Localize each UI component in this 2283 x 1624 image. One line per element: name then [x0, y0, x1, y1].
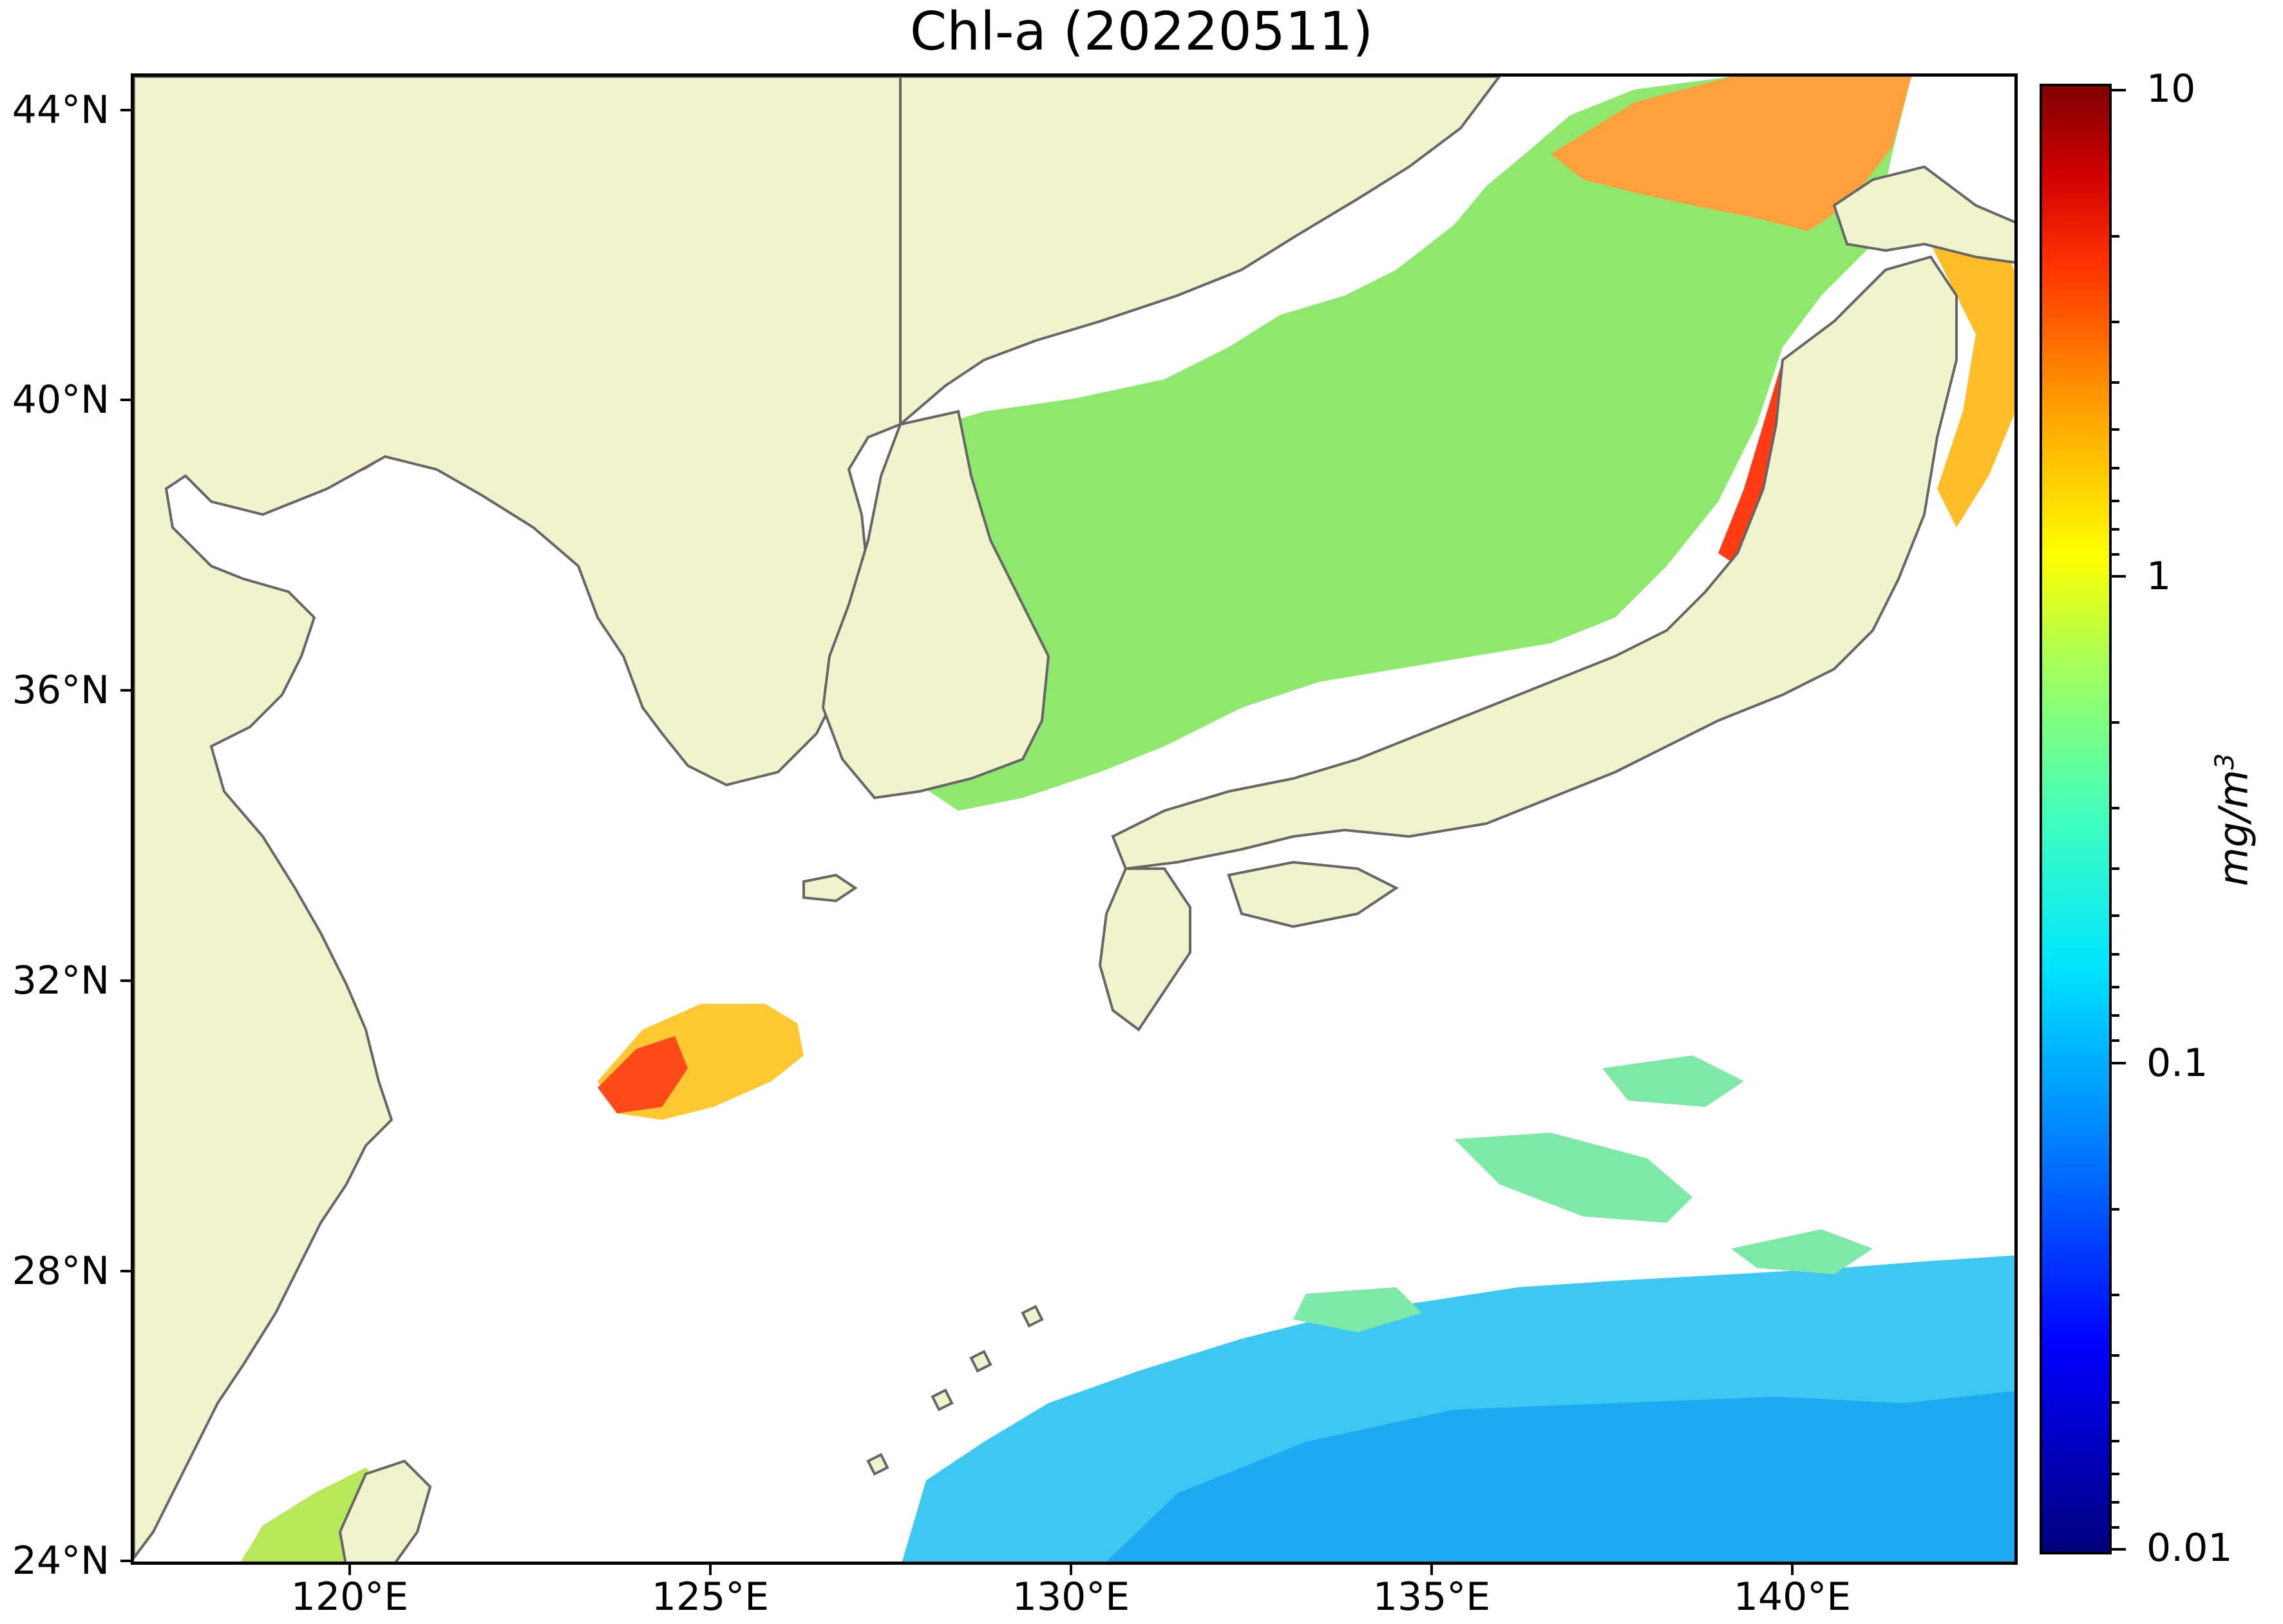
- japan-kyushu: [1098, 867, 1191, 1032]
- lon-label: 120°E: [290, 1574, 409, 1619]
- colorbar-minor-tick: [2112, 1354, 2119, 1357]
- colorbar: [2040, 84, 2112, 1554]
- colorbar-major-tick: [2112, 1548, 2126, 1551]
- japan-honshu: [1111, 255, 1958, 871]
- colorbar-major-tick: [2112, 89, 2126, 91]
- colorbar-label: 1: [2146, 554, 2172, 599]
- colorbar-label: 0.1: [2146, 1041, 2208, 1086]
- lat-tick-mark: [120, 979, 131, 982]
- lat-label: 40°N: [12, 377, 109, 422]
- colorbar-minor-tick: [2112, 528, 2119, 531]
- lon-tick-mark: [709, 1565, 712, 1575]
- colorbar-minor-tick: [2112, 500, 2119, 502]
- colorbar-minor-tick: [2112, 721, 2119, 724]
- lat-label: 32°N: [12, 958, 109, 1003]
- colorbar-minor-tick: [2112, 986, 2119, 988]
- colorbar-unit-exponent: 3: [2210, 753, 2240, 770]
- colorbar-minor-tick: [2112, 953, 2119, 956]
- lat-tick-mark: [120, 109, 131, 111]
- taiwan-island: [338, 1459, 432, 1562]
- japan-hokkaido: [1832, 165, 2014, 264]
- sea-of-japan-chlorophyll-field: [875, 77, 1911, 811]
- lon-label: 130°E: [1012, 1574, 1130, 1619]
- colorbar-minor-tick: [2112, 381, 2119, 384]
- colorbar-major-tick: [2112, 575, 2126, 578]
- colorbar-unit-label: mg/m3: [2210, 753, 2257, 887]
- colorbar-minor-tick: [2112, 1014, 2119, 1017]
- lon-tick-mark: [348, 1565, 351, 1575]
- lat-label: 36°N: [12, 668, 109, 713]
- figure-title: Chl-a (20220511): [909, 1, 1374, 62]
- lat-label: 44°N: [12, 88, 109, 133]
- low-chlorophyll-ocean-core: [1106, 1391, 2014, 1562]
- colorbar-minor-tick: [2112, 428, 2119, 431]
- map-panel: [131, 73, 2018, 1565]
- korean-peninsula: [821, 410, 1050, 800]
- lat-label: 28°N: [12, 1249, 109, 1294]
- pacific-east-coast-patches: [1924, 231, 2014, 527]
- colorbar-minor-tick: [2112, 553, 2119, 556]
- colorbar-minor-tick: [2112, 1401, 2119, 1404]
- scattered-ocean-patches: [1293, 1055, 1873, 1332]
- colorbar-minor-tick: [2112, 321, 2119, 323]
- colorbar-minor-tick: [2112, 867, 2119, 870]
- lon-label: 140°E: [1733, 1574, 1852, 1619]
- lat-label: 24°N: [12, 1538, 109, 1583]
- lon-tick-mark: [1791, 1565, 1794, 1575]
- lon-tick-mark: [1430, 1565, 1433, 1575]
- colorbar-minor-tick: [2112, 467, 2119, 469]
- jeju-island: [802, 873, 858, 903]
- russian-far-east: [899, 77, 1501, 428]
- colorbar-unit-text: mg/m: [2210, 770, 2257, 887]
- lon-label: 135°E: [1372, 1574, 1491, 1619]
- colorbar-minor-tick: [2112, 1039, 2119, 1042]
- lon-label: 125°E: [651, 1574, 770, 1619]
- lat-tick-mark: [120, 689, 131, 692]
- lat-tick-mark: [120, 1270, 131, 1272]
- colorbar-minor-tick: [2112, 1294, 2119, 1296]
- colorbar-minor-tick: [2112, 1526, 2119, 1529]
- lat-tick-mark: [120, 1560, 131, 1562]
- colorbar-minor-tick: [2112, 235, 2119, 238]
- hokkaido-east-high-chlorophyll: [1551, 77, 1911, 231]
- colorbar-minor-tick: [2112, 914, 2119, 917]
- colorbar-minor-tick: [2112, 807, 2119, 809]
- lon-tick-mark: [1070, 1565, 1072, 1575]
- colorbar-minor-tick: [2112, 1473, 2119, 1475]
- colorbar-major-tick: [2112, 1062, 2126, 1064]
- colorbar-minor-tick: [2112, 1208, 2119, 1211]
- east-china-sea-bloom-core: [598, 1036, 688, 1113]
- japan-shikoku: [1227, 860, 1399, 929]
- map-canvas: [134, 77, 2014, 1562]
- ryukyu-islands: [866, 1305, 1044, 1476]
- colorbar-minor-tick: [2112, 1501, 2119, 1504]
- colorbar-label: 0.01: [2146, 1525, 2233, 1571]
- lat-tick-mark: [120, 399, 131, 401]
- colorbar-label: 10: [2146, 66, 2196, 111]
- asian-mainland: [134, 77, 902, 1560]
- colorbar-minor-tick: [2112, 1440, 2119, 1442]
